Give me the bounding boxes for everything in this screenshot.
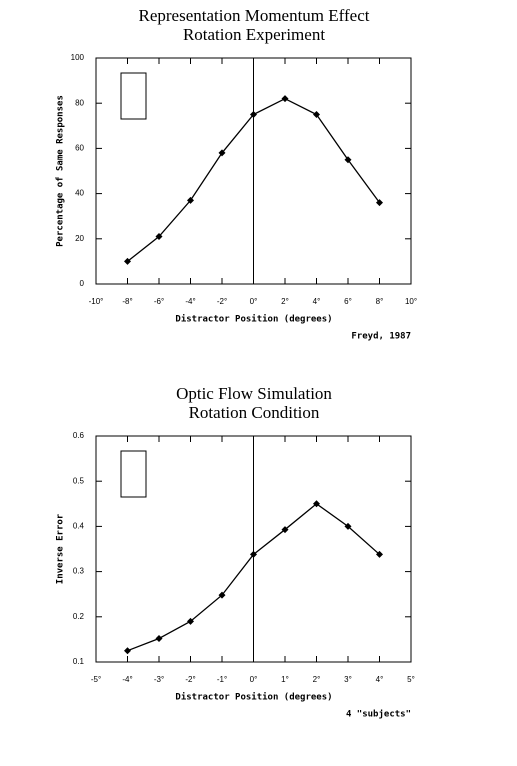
y-axis-label: Inverse Error — [56, 513, 66, 584]
note: 4 "subjects" — [346, 709, 411, 720]
y-tick-label: 20 — [75, 234, 84, 243]
x-axis-label: Distractor Position (degrees) — [175, 692, 332, 703]
x-tick-label: 2° — [281, 297, 289, 306]
legend-box — [120, 450, 147, 498]
note: Freyd, 1987 — [351, 332, 411, 342]
chart-title: Optic Flow Simulation — [176, 384, 332, 403]
point-marker — [313, 111, 320, 118]
x-tick-label: -6° — [154, 297, 164, 306]
chart-subtitle: Rotation Experiment — [183, 25, 325, 44]
y-tick-label: 40 — [75, 189, 84, 198]
x-tick-label: 0° — [250, 675, 258, 684]
point-marker — [250, 550, 257, 558]
y-tick-label: 60 — [75, 144, 84, 153]
x-tick-label: 4° — [313, 297, 321, 306]
y-tick-label: 0.3 — [73, 567, 85, 576]
y-axis-label: Percentage of Same Responses — [56, 95, 66, 247]
point-marker — [124, 647, 131, 655]
x-tick-label: 6° — [344, 297, 352, 306]
point-marker — [376, 550, 383, 558]
point-marker — [124, 257, 131, 265]
x-tick-label: 4° — [376, 675, 384, 684]
x-tick-label: -10° — [89, 297, 104, 306]
point-marker — [155, 233, 163, 241]
chart-subtitle: Rotation Condition — [189, 403, 320, 422]
chart-title: Representation Momentum Effect — [138, 6, 369, 25]
y-tick-label: 0.2 — [73, 612, 85, 621]
y-tick-label: 80 — [75, 98, 84, 107]
y-tick-label: 100 — [71, 53, 85, 62]
x-tick-label: 2° — [313, 675, 321, 684]
x-tick-label: 3° — [344, 675, 352, 684]
x-tick-label: 5° — [407, 675, 415, 684]
point-marker — [281, 95, 289, 103]
y-tick-label: 0.4 — [73, 522, 85, 531]
y-tick-label: 0.1 — [73, 657, 85, 666]
point-marker — [344, 156, 352, 164]
x-tick-label: -4° — [185, 297, 195, 306]
x-tick-label: -5° — [91, 675, 101, 684]
y-tick-label: 0.5 — [73, 476, 85, 485]
point-marker — [281, 526, 289, 534]
x-tick-label: 10° — [405, 297, 417, 306]
point-marker — [218, 591, 226, 599]
point-marker — [344, 522, 352, 530]
point-marker — [187, 196, 194, 204]
x-tick-label: -3° — [154, 675, 164, 684]
y-tick-label: 0 — [80, 279, 85, 288]
x-tick-label: -2° — [185, 675, 195, 684]
point-marker — [218, 149, 226, 157]
x-axis-label: Distractor Position (degrees) — [175, 314, 332, 325]
y-tick-label: 0.6 — [73, 431, 85, 440]
legend-box — [120, 72, 147, 120]
x-tick-label: 8° — [376, 297, 384, 306]
point-marker — [187, 617, 194, 625]
x-tick-label: -4° — [122, 675, 132, 684]
point-marker — [250, 111, 257, 118]
point-marker — [155, 634, 163, 642]
x-tick-label: 0° — [250, 297, 258, 306]
x-tick-label: -8° — [122, 297, 132, 306]
x-tick-label: -1° — [217, 675, 227, 684]
point-marker — [313, 500, 320, 508]
point-marker — [376, 199, 383, 207]
x-tick-label: -2° — [217, 297, 227, 306]
x-tick-label: 1° — [281, 675, 289, 684]
